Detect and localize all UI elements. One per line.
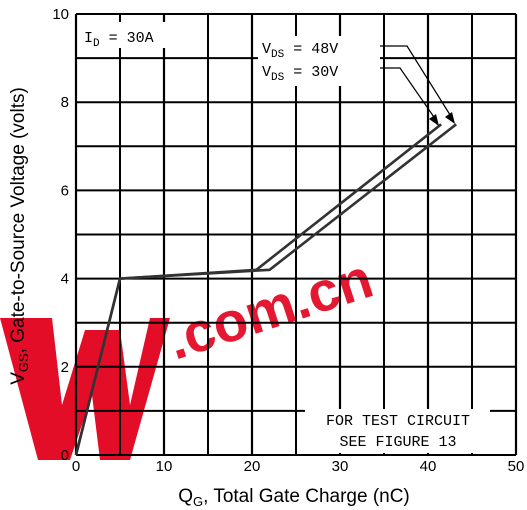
y-tick-label: 10 bbox=[52, 6, 69, 23]
y-tick-label: 4 bbox=[61, 271, 69, 288]
y-tick-label: 8 bbox=[61, 94, 69, 111]
x-axis-title: QG, Total Gate Charge (nC) bbox=[178, 486, 410, 509]
vds-label-box bbox=[258, 36, 380, 86]
vds-30-label: VDS = 30V bbox=[262, 64, 338, 84]
leader-30v bbox=[380, 67, 437, 121]
y-tick-label: 2 bbox=[61, 359, 69, 376]
tick-labels: 0 10 20 30 40 50 0 2 4 6 8 10 bbox=[52, 6, 524, 475]
arrowhead-48v bbox=[445, 112, 455, 124]
y-tick-label: 0 bbox=[61, 447, 69, 464]
series-line-30v bbox=[74, 123, 443, 456]
series-group bbox=[74, 123, 457, 456]
vds-48-label: VDS = 48V bbox=[262, 41, 338, 61]
note-line-1: FOR TEST CIRCUIT bbox=[326, 413, 470, 430]
x-tick-label: 20 bbox=[244, 458, 261, 475]
y-axis-title: VGS, Gate-to-Source Voltage (volts) bbox=[8, 87, 31, 385]
arrowhead-30v bbox=[429, 114, 439, 126]
x-tick-label: 0 bbox=[72, 458, 80, 475]
id-label: ID = 30A bbox=[84, 30, 154, 50]
note-line-2: SEE FIGURE 13 bbox=[339, 434, 456, 451]
x-tick-label: 30 bbox=[332, 458, 349, 475]
leader-48v bbox=[380, 45, 453, 119]
id-label-box bbox=[80, 22, 166, 48]
x-tick-label: 50 bbox=[508, 458, 525, 475]
grid bbox=[74, 13, 518, 456]
x-tick-label: 10 bbox=[156, 458, 173, 475]
leader-lines bbox=[380, 45, 455, 126]
x-tick-label: 40 bbox=[420, 458, 437, 475]
y-tick-label: 6 bbox=[61, 182, 69, 199]
watermark-logo-w bbox=[0, 318, 170, 460]
note-box bbox=[305, 409, 490, 453]
